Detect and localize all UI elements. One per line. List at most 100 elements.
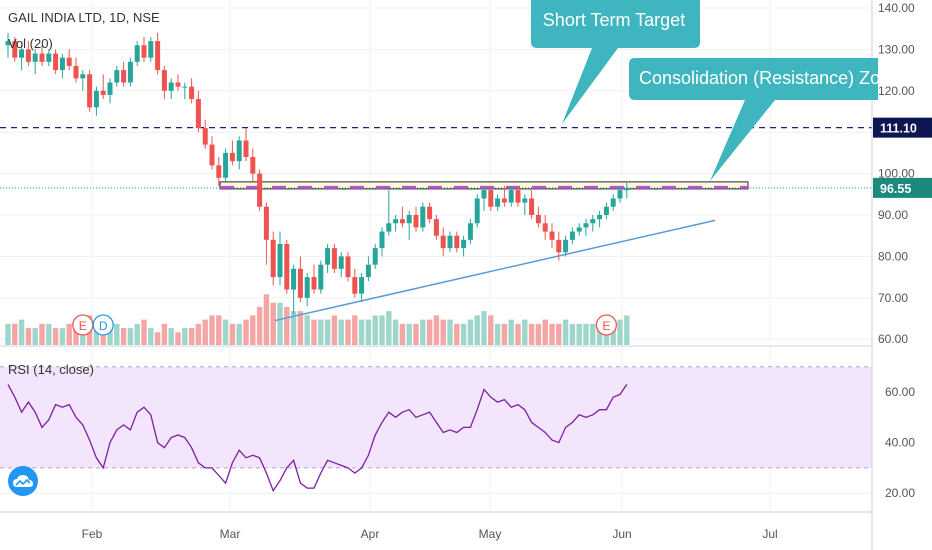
candle-body [542,223,548,232]
candle-body [87,74,93,108]
volume-bar [481,311,487,345]
rsi-tick-label: 60.00 [885,385,915,399]
candlesticks [5,32,630,315]
candle-body [331,248,337,269]
candle-body [223,152,229,178]
marker-circle-d[interactable] [92,314,114,336]
volume-bar [216,315,222,345]
candle-body [393,219,399,224]
volume-bar [148,328,154,345]
volume-bar [338,319,344,345]
volume-bar [426,319,433,345]
candle-body [236,140,242,162]
volume-bar [25,328,32,345]
symbol-title: GAIL INDIA LTD, 1D, NSE [8,10,160,25]
volume-bar [188,328,195,345]
price-tick-label: 60.00 [878,332,908,346]
candle-body [100,90,106,95]
volume-bar [168,328,174,345]
volume-bar [236,323,242,345]
candle-body [590,219,596,224]
candle-body [304,277,310,298]
volume-bar [39,323,45,345]
volume-bar [290,311,297,345]
candle-body [549,231,555,240]
volume-bar [66,323,72,345]
volume-bar [175,332,181,345]
volume-bar [120,328,127,345]
candle-body [114,70,120,83]
candle-body [372,248,378,265]
volume-bar [535,323,542,345]
price-tick-label: 80.00 [878,249,908,263]
candle-body [25,49,31,62]
callout-consolidation-text: Consolidation (Resistance) Zo [639,68,880,88]
volume-bar [52,328,59,345]
marker-circle-e[interactable] [595,314,618,336]
candle-body [481,190,487,199]
candle-body [284,243,290,290]
volume-bar [141,319,147,345]
volume-bar [100,328,106,345]
candle-body [365,264,371,278]
volume-bar [624,315,630,345]
candle-body [202,128,208,145]
candle-body [624,188,630,191]
candle-body [461,239,467,249]
callout-consolidation-bubble[interactable] [629,58,878,181]
marker-label-e: E [602,319,610,333]
time-tick-label: Jul [762,527,777,541]
volume-bar [542,319,548,345]
candle-body [467,223,473,240]
candle-body [576,227,582,232]
candle-body [189,86,195,100]
cloud-icon [13,475,33,487]
rsi-band [0,366,872,469]
time-tick-label: May [479,527,502,541]
candle-body [345,256,351,278]
callout-target-bubble[interactable] [531,0,700,124]
volume-bar [358,319,365,345]
volume-bar [311,319,317,345]
rsi-tick-label: 20.00 [885,486,915,500]
tradingview-logo[interactable] [8,466,38,496]
volume-bar [345,319,351,345]
candle-body [250,157,256,174]
volume-bar [596,323,603,345]
volume-bar [161,323,168,345]
volume-bar [154,332,161,345]
candle-body [508,190,514,203]
volume-bar [447,319,453,345]
volume-bar [324,319,331,345]
candle-body [291,268,297,290]
candle-body [19,49,25,58]
volume-bar [399,323,406,345]
volume-bar [263,294,270,345]
callouts[interactable]: Short Term Target Consolidation (Resista… [531,0,880,181]
candle-body [107,82,113,95]
volume-bar [331,315,338,345]
volume-bar [107,328,113,345]
target-price-tag-text: 111.10 [880,122,917,136]
candle-body [352,277,358,294]
candle-body [386,223,392,232]
candle-body [379,231,385,249]
target-price-tag [873,117,932,138]
volume-bar [474,315,480,345]
candle-body [216,165,222,178]
last-price-tag-text: 96.55 [880,182,911,196]
candle-body [175,82,181,87]
candle-body [529,198,535,215]
last-price-tag [873,177,932,198]
candle-body [610,198,616,207]
candle-body [474,198,480,224]
candle-body [413,215,419,228]
candle-body [257,173,263,207]
volume-bar [222,319,229,345]
volume-bar [250,315,256,345]
volume-bar [467,319,474,345]
volume-bar [182,328,188,345]
